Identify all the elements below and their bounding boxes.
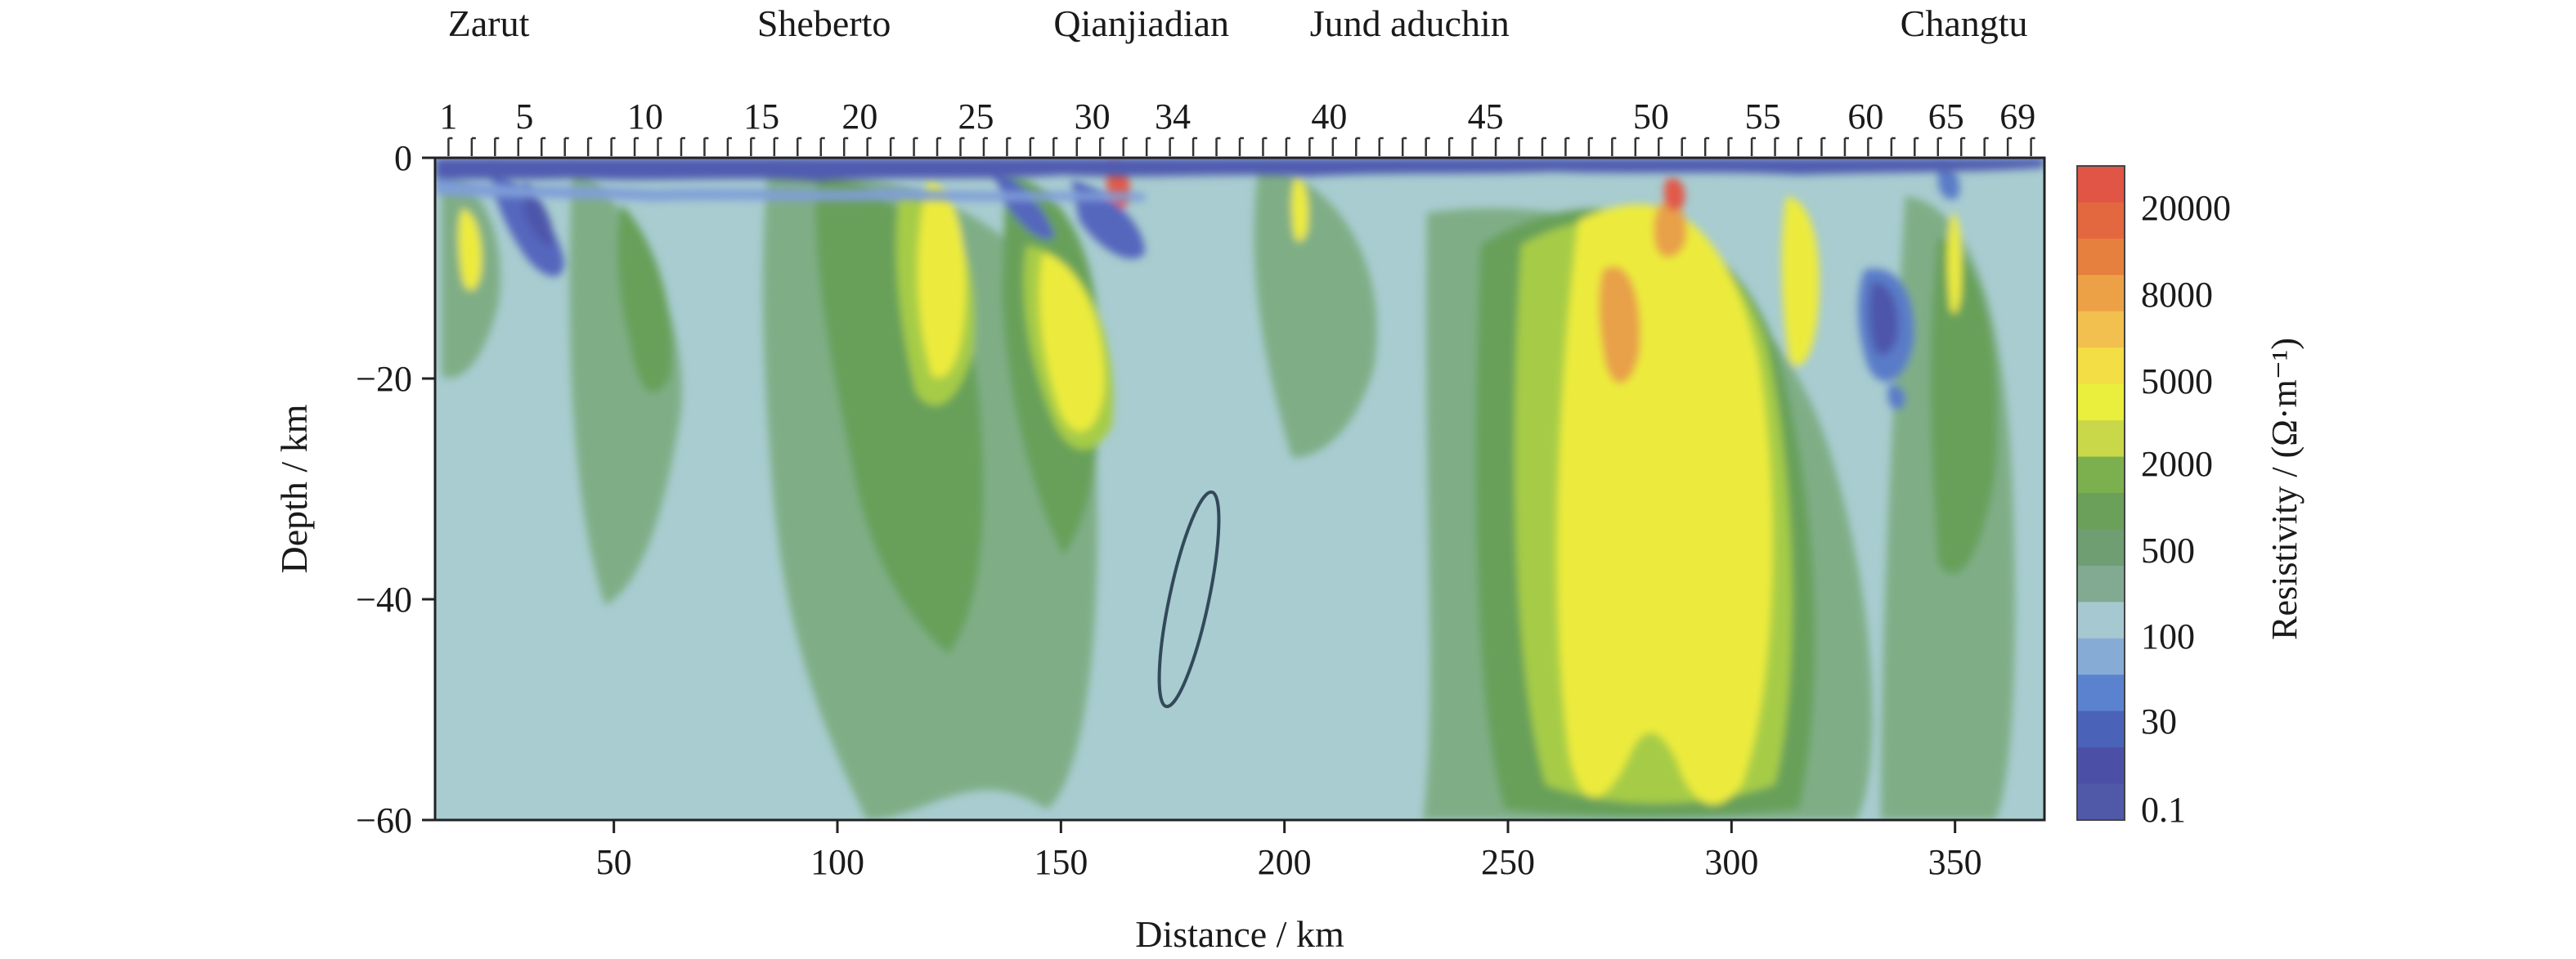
colorbar-tick-label: 8000 <box>2141 275 2213 315</box>
x-tick-label: 100 <box>810 842 864 882</box>
y-tick-label: −20 <box>356 359 412 399</box>
colorbar-swatch <box>2077 602 2125 639</box>
colorbar-swatch <box>2077 565 2125 603</box>
colorbar-swatch <box>2077 383 2125 421</box>
colorbar-swatch <box>2077 456 2125 494</box>
colorbar-tick-label: 500 <box>2141 531 2195 571</box>
station-label: 65 <box>1928 96 1964 137</box>
x-axis-label: Distance / km <box>1135 913 1344 955</box>
colorbar-tick-label: 0.1 <box>2141 790 2186 830</box>
colorbar-swatch <box>2077 710 2125 748</box>
station-label: 69 <box>1999 96 2035 137</box>
x-axis: 50 100 150 200 250 300 350 <box>596 820 1982 882</box>
x-tick-label: 150 <box>1034 842 1088 882</box>
colorbar-swatch <box>2077 529 2125 567</box>
colorbar-tick-label: 2000 <box>2141 444 2213 484</box>
colorbar-swatch <box>2077 238 2125 276</box>
station-markers: 1 5 10 15 20 25 30 34 40 45 50 55 60 65 69 <box>439 96 2035 156</box>
station-label: 50 <box>1633 96 1669 137</box>
colorbar: 20000 8000 5000 2000 500 100 30 0.1 <box>2076 165 2231 830</box>
location-label: Zarut <box>448 2 530 44</box>
colorbar-tick-label: 30 <box>2141 701 2177 742</box>
colorbar-tick-label: 5000 <box>2141 361 2213 401</box>
station-label: 34 <box>1155 96 1191 137</box>
x-tick-label: 250 <box>1481 842 1535 882</box>
x-tick-label: 50 <box>596 842 632 882</box>
y-tick-label: 0 <box>394 138 412 178</box>
plot-frame <box>433 156 2046 822</box>
station-label: 55 <box>1745 96 1781 137</box>
y-axis-label: Depth / km <box>273 404 315 573</box>
colorbar-swatch <box>2077 783 2125 821</box>
outlined-ellipse <box>1157 490 1221 709</box>
station-label: 40 <box>1311 96 1347 137</box>
colorbar-swatch <box>2077 493 2125 531</box>
y-tick-label: −40 <box>356 580 412 620</box>
colorbar-swatch <box>2077 674 2125 712</box>
colorbar-swatch <box>2077 747 2125 785</box>
colorbar-label: Resistivity / (Ω·m⁻¹) <box>2264 338 2304 640</box>
x-tick-label: 300 <box>1704 842 1758 882</box>
station-label: 60 <box>1847 96 1883 137</box>
station-label: 30 <box>1075 96 1111 137</box>
colorbar-swatch <box>2077 347 2125 385</box>
station-label: 20 <box>841 96 877 137</box>
colorbar-swatch <box>2077 311 2125 348</box>
station-label: 45 <box>1468 96 1504 137</box>
colorbar-swatch <box>2077 420 2125 458</box>
colorbar-swatch <box>2077 638 2125 675</box>
resistivity-model-area <box>435 158 2044 820</box>
location-label: Jund aduchin <box>1310 2 1510 44</box>
station-label: 15 <box>743 96 779 137</box>
x-tick-label: 200 <box>1258 842 1312 882</box>
station-label: 5 <box>515 96 533 137</box>
y-tick-label: −60 <box>356 800 412 840</box>
colorbar-frame <box>2076 165 2125 821</box>
location-labels: Zarut Sheberto Qianjiadian Jund aduchin Chan… <box>448 2 2028 44</box>
station-label: 25 <box>958 96 994 137</box>
location-label: Changtu <box>1901 2 2028 44</box>
station-label: 10 <box>627 96 663 137</box>
x-tick-label: 350 <box>1928 842 1982 882</box>
colorbar-swatch <box>2077 275 2125 312</box>
station-label: 1 <box>439 96 457 137</box>
location-label: Qianjiadian <box>1053 2 1229 44</box>
colorbar-swatch <box>2077 166 2125 204</box>
colorbar-tick-label: 100 <box>2141 616 2195 657</box>
location-label: Sheberto <box>757 2 891 44</box>
colorbar-tick-label: 20000 <box>2141 188 2231 228</box>
y-axis: 0 −20 −40 −60 <box>356 138 435 840</box>
colorbar-swatch <box>2077 202 2125 240</box>
